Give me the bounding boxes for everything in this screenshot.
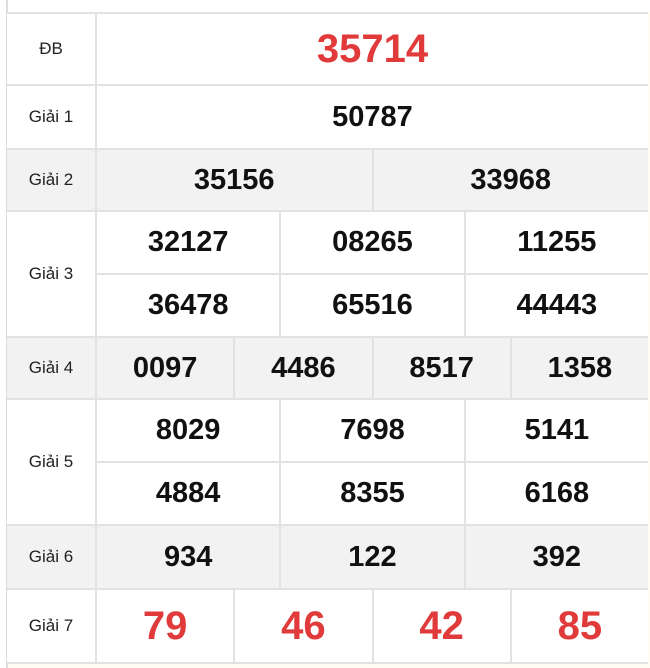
prize-number: 42 xyxy=(371,590,510,662)
prize-number: 35156 xyxy=(193,163,275,196)
prize-row: Giải 7 79 46 42 85 xyxy=(7,590,648,664)
prize-label: Giải 4 xyxy=(7,338,97,398)
prize-number: 392 xyxy=(463,526,648,588)
prize-row: Giải 6 934 122 392 xyxy=(7,526,648,590)
prize-row: Giải 4 0097 4486 8517 1358 xyxy=(7,338,648,400)
top-strip xyxy=(0,0,650,12)
prize-label: Giải 7 xyxy=(7,590,97,662)
lottery-results-table: ĐB 35714 Giải 1 50787 Giải 2 35156 33968 Giải 3… xyxy=(7,12,648,664)
prize-number: 44443 xyxy=(463,275,648,336)
prize-number: 32127 xyxy=(147,226,229,258)
prize-row: Giải 1 50787 xyxy=(7,86,648,150)
prize-number: 08265 xyxy=(279,212,463,273)
prize-number: 50787 xyxy=(332,100,413,133)
prize-number: 85 xyxy=(509,590,648,662)
prize-number: 33968 xyxy=(371,150,649,210)
prize-number: 65516 xyxy=(279,275,463,336)
prize-number: 1358 xyxy=(509,338,648,398)
prize-label: ĐB xyxy=(7,14,97,84)
prize-number: 8029 xyxy=(155,414,221,446)
prize-row: Giải 3 32127 08265 11255 36478 65516 44443 xyxy=(7,212,648,338)
prize-label: Giải 6 xyxy=(7,526,97,588)
prize-number: 0097 xyxy=(132,351,198,384)
prize-label: Giải 1 xyxy=(7,86,97,148)
prize-row: Giải 2 35156 33968 xyxy=(7,150,648,212)
prize-number: 4884 xyxy=(155,477,221,509)
prize-number: 8517 xyxy=(371,338,510,398)
prize-number: 46 xyxy=(233,590,371,662)
prize-number: 6168 xyxy=(463,463,648,524)
prize-label: Giải 2 xyxy=(7,150,97,210)
prize-number: 5141 xyxy=(463,400,648,461)
prize-number: 79 xyxy=(142,603,188,648)
prize-number: 35714 xyxy=(316,26,429,71)
prize-number: 122 xyxy=(279,526,463,588)
prize-number: 934 xyxy=(163,540,213,573)
prize-label: Giải 5 xyxy=(7,400,97,524)
prize-row: Giải 5 8029 7698 5141 4884 8355 6168 xyxy=(7,400,648,526)
prize-number: 11255 xyxy=(463,212,648,273)
prize-number: 7698 xyxy=(279,400,463,461)
prize-label: Giải 3 xyxy=(7,212,97,336)
prize-number: 36478 xyxy=(147,289,229,321)
prize-number: 4486 xyxy=(233,338,371,398)
prize-row: ĐB 35714 xyxy=(7,14,648,86)
prize-number: 8355 xyxy=(279,463,463,524)
